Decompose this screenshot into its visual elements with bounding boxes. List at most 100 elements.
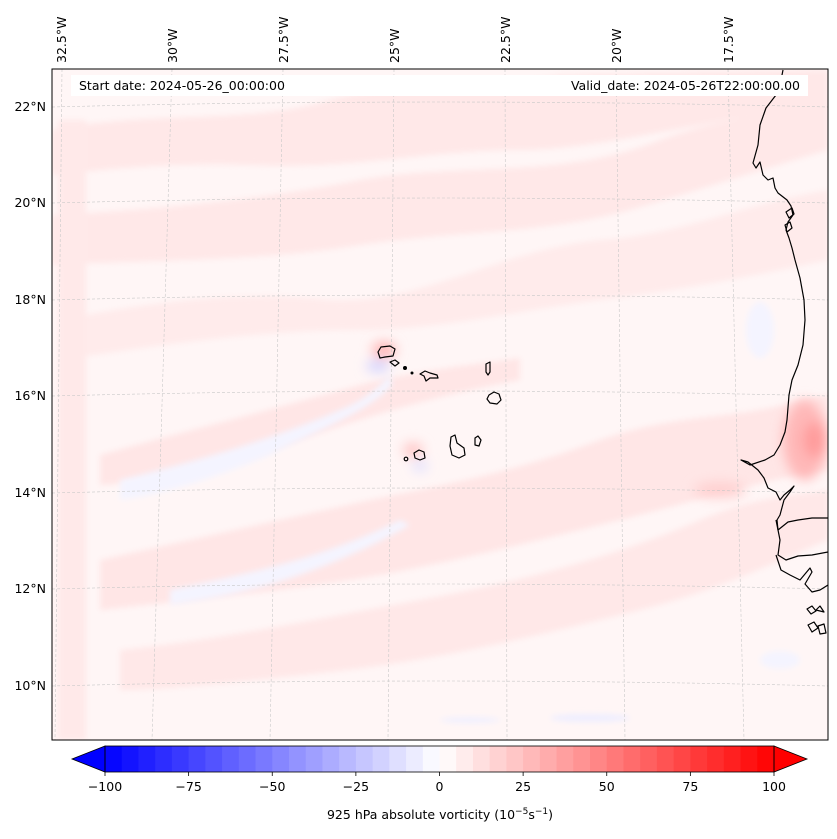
colorbar-swatch	[238, 746, 257, 772]
colorbar-swatch	[205, 746, 223, 772]
parallel-18N	[52, 294, 828, 301]
colorbar-extend-max	[773, 745, 809, 773]
meridian-30W	[151, 69, 173, 740]
colorbar-swatch	[506, 746, 524, 772]
colorbar-swatch	[556, 746, 574, 772]
island-bijagos	[817, 623, 827, 635]
colorbar-swatch	[456, 746, 474, 772]
lon-label: 27.5°W	[276, 17, 291, 63]
colorbar-tick-label: −75	[175, 779, 201, 794]
colorbar-swatch	[138, 746, 156, 772]
meridian-25W	[387, 69, 395, 740]
colorbar-tick-label: 25	[515, 779, 531, 794]
lon-label: 32.5°W	[54, 17, 69, 63]
colorbar-swatch	[222, 746, 240, 772]
colorbar-swatch	[656, 746, 675, 772]
lat-label: 14°N	[14, 485, 46, 500]
coastline-feature	[785, 207, 795, 219]
colorbar-swatch	[707, 746, 725, 772]
shade-band	[60, 190, 828, 360]
lat-label: 20°N	[14, 195, 46, 210]
coastline-gambia	[775, 519, 828, 561]
shade-negative	[746, 302, 774, 358]
colorbar-swatch	[389, 746, 407, 772]
colorbar-ticks: −100 −75 −50 −25 0 25 50 75 100	[88, 772, 786, 794]
colorbar-extend-min	[70, 745, 106, 773]
shade-negative	[550, 714, 630, 722]
meridian-27.5W	[269, 69, 284, 740]
colorbar-swatch	[489, 746, 507, 772]
island-sao-nicolau	[419, 370, 439, 382]
lon-label: 30°W	[165, 28, 180, 63]
colorbar-swatch	[322, 746, 340, 772]
coastline-feature	[784, 221, 793, 233]
colorbar-swatch	[339, 746, 357, 772]
lon-label: 25°W	[387, 28, 402, 63]
parallel-16N	[52, 390, 828, 397]
latitude-labels: 22°N 20°N 18°N 16°N 14°N 12°N 10°N	[14, 99, 46, 693]
parallel-12N	[52, 583, 828, 590]
vorticity-min-sw-islands	[412, 461, 428, 471]
vorticity-core-senegal	[803, 422, 827, 458]
island-sal	[485, 361, 491, 376]
colorbar-tick-label: 75	[682, 779, 698, 794]
colorbar-tick-label: −100	[88, 779, 122, 794]
colorbar-tick-label: 100	[762, 779, 786, 794]
meridian-32.5W	[54, 69, 63, 740]
colorbar-swatch	[406, 746, 424, 772]
colorbar-swatch	[523, 746, 541, 772]
meridian-20W	[615, 69, 626, 740]
coastline-guinea-bissau	[775, 554, 828, 593]
lat-label: 18°N	[14, 292, 46, 307]
shade-negative	[120, 375, 392, 500]
colorbar-swatch	[105, 746, 123, 772]
shade-band	[52, 70, 828, 175]
colorbar-swatch	[606, 746, 624, 772]
weak-negative-bands	[120, 302, 800, 723]
colorbar-swatch	[121, 746, 139, 772]
meridian-17.5W	[727, 69, 745, 740]
valid-date-label: Valid_date: 2024-05-26T22:00:00.00	[571, 78, 800, 93]
island-maio	[474, 435, 482, 447]
island-sao-vicente	[389, 359, 400, 367]
colorbar-swatch	[673, 746, 691, 772]
parallel-20N	[52, 197, 828, 204]
lon-label: 22.5°W	[498, 17, 513, 63]
colorbar-tick-label: −25	[343, 779, 369, 794]
colorbar-swatches	[105, 746, 775, 772]
colorbar-swatch	[355, 746, 374, 772]
lon-label: 17.5°W	[721, 17, 736, 63]
colorbar-swatch	[573, 746, 591, 772]
colorbar-swatch	[188, 746, 206, 772]
shade-negative	[440, 717, 500, 723]
vorticity-min-nw-islands	[366, 360, 390, 372]
lat-label: 10°N	[14, 678, 46, 693]
island-santo-antao	[377, 345, 396, 359]
vorticity-field	[52, 70, 828, 740]
island-islet	[410, 371, 414, 375]
parallel-22N	[52, 101, 828, 108]
colorbar-swatch	[372, 746, 390, 772]
info-box	[71, 75, 808, 96]
island-brava	[403, 456, 409, 462]
colorbar-swatch	[590, 746, 608, 772]
colorbar-swatch	[640, 746, 658, 772]
colorbar-swatch	[690, 746, 708, 772]
colorbar-swatch	[472, 746, 491, 772]
shade-band	[52, 100, 828, 265]
graticule	[52, 69, 828, 740]
shade-band	[100, 395, 828, 610]
parallel-14N	[52, 487, 828, 494]
colorbar-label: 925 hPa absolute vorticity (10−5s−1)	[327, 807, 553, 822]
coastline-west-africa	[740, 69, 828, 531]
weak-positive-bands	[52, 70, 828, 740]
colorbar-tick-label: 50	[599, 779, 615, 794]
parallel-10N	[52, 680, 828, 687]
colorbar-swatch	[757, 746, 775, 772]
colorbar-swatch	[723, 746, 742, 772]
shade-negative	[170, 520, 410, 605]
colorbar-swatch	[623, 746, 641, 772]
map-frame	[51, 68, 829, 741]
colorbar-swatch	[288, 746, 307, 772]
vorticity-max-offshore	[694, 482, 746, 498]
